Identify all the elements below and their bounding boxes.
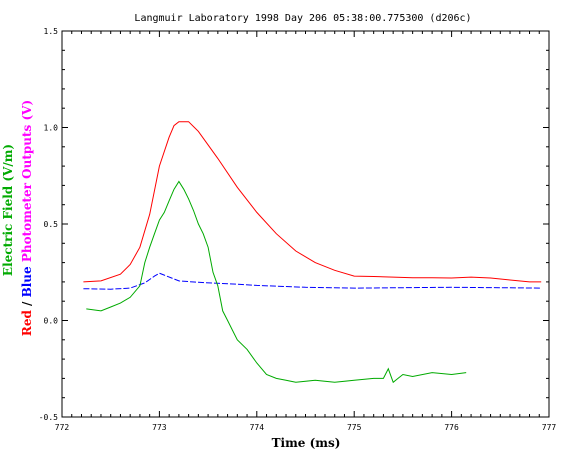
x-tick-label: 777 xyxy=(542,423,557,432)
chart-title: Langmuir Laboratory 1998 Day 206 05:38:0… xyxy=(134,13,471,24)
x-tick-label: 774 xyxy=(250,423,265,432)
series-line-blue xyxy=(83,272,542,290)
y-axis-label-part: Red xyxy=(20,310,34,337)
y-tick-label: 1.5 xyxy=(44,27,59,36)
x-tick-label: 773 xyxy=(152,423,167,432)
x-axis-label: Time (ms) xyxy=(272,436,341,450)
y-tick-label: 1.0 xyxy=(44,124,59,133)
y-axis: -0.5 0.0 0.5 1.0 1.5 xyxy=(39,27,549,422)
x-tick-label: 776 xyxy=(444,423,459,432)
y-axis-label-photometer: Red / Blue Photometer Outputs (V) xyxy=(20,100,34,336)
y-axis-label-part: Blue xyxy=(20,266,34,297)
x-axis: 772 773 774 775 776 777 xyxy=(55,31,557,432)
x-tick-label: 772 xyxy=(55,423,70,432)
plot-frame xyxy=(61,30,550,418)
series-layer xyxy=(83,121,542,384)
y-tick-label: 0.5 xyxy=(44,220,59,229)
y-tick-label: -0.5 xyxy=(39,413,58,422)
series-line-green xyxy=(86,180,467,384)
y-axis-label-part: / xyxy=(20,297,34,310)
y-axis-label-electric-field: Electric Field (V/m) xyxy=(1,144,15,276)
y-axis-label-part: Photometer Outputs (V) xyxy=(20,100,34,266)
y-tick-label: 0.0 xyxy=(44,317,59,326)
x-tick-label: 775 xyxy=(347,423,362,432)
series-line-red xyxy=(83,121,542,283)
